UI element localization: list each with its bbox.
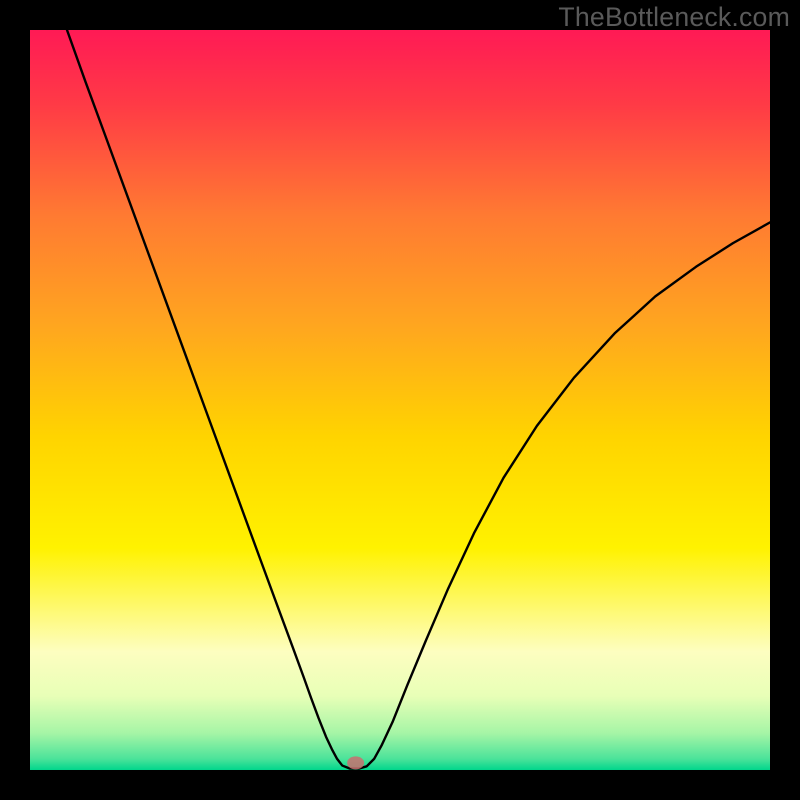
bottleneck-curve [30, 30, 770, 770]
chart-frame: TheBottleneck.com [0, 0, 800, 800]
minimum-marker [347, 756, 365, 769]
plot-area [30, 30, 770, 770]
watermark-text: TheBottleneck.com [558, 2, 790, 33]
